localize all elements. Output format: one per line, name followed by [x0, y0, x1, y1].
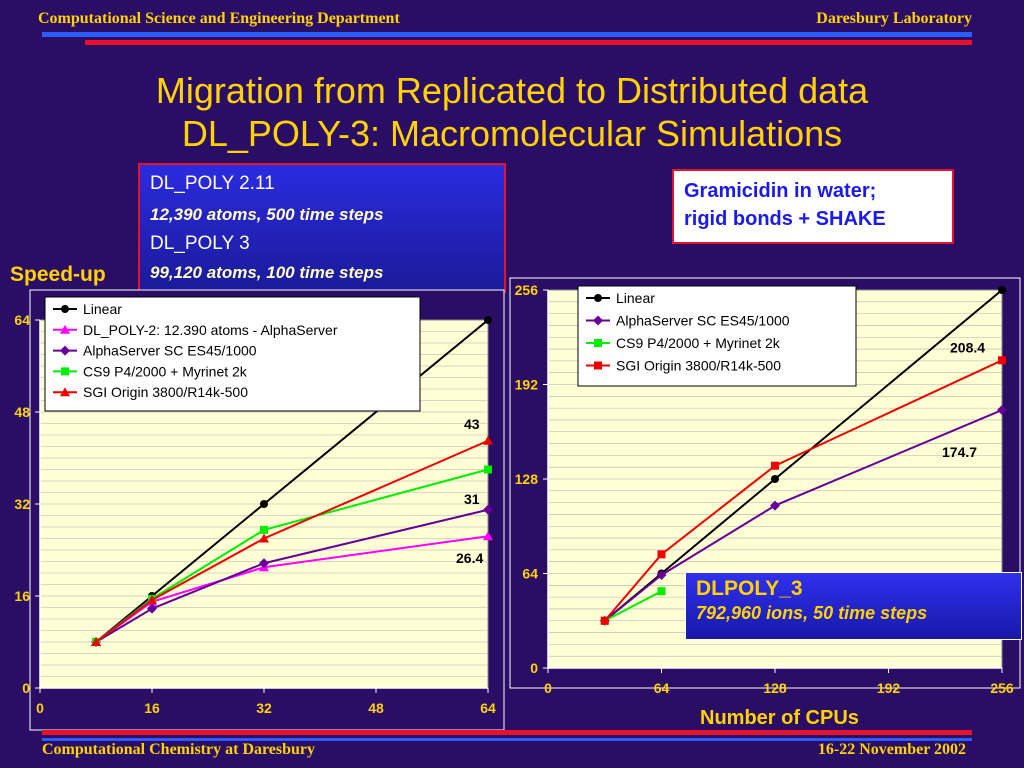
data-label: 208.4: [950, 339, 985, 355]
data-point: [260, 525, 268, 534]
data-point: [484, 316, 492, 324]
legend-marker: [594, 339, 602, 347]
data-point: [260, 500, 268, 508]
legend-label: AlphaServer SC ES45/1000: [616, 313, 790, 329]
data-label: 43: [464, 416, 480, 432]
info-line3: DL_POLY 3: [150, 233, 250, 254]
legend-marker: [61, 305, 69, 313]
legend-marker: [60, 387, 70, 397]
footer-right: 16-22 November 2002: [817, 741, 966, 758]
title-line1: Migration from Replicated to Distributed…: [155, 70, 869, 111]
header-red-bar: [85, 40, 972, 45]
y-tick-label: 48: [14, 404, 30, 420]
x-tick-label: 128: [763, 680, 787, 696]
series-line-4: [603, 359, 1003, 622]
dlpoly3-line2: 792,960 ions, 50 time steps: [696, 603, 928, 623]
x-axis-label-right: Number of CPUs: [700, 707, 859, 729]
data-point: [259, 533, 269, 543]
y-tick-label: 192: [515, 377, 539, 393]
legend-label: Linear: [616, 290, 655, 306]
x-tick-label: 0: [36, 700, 44, 716]
legend-marker: [60, 345, 70, 356]
legend-marker: [60, 324, 70, 334]
legend-marker: [594, 361, 602, 370]
data-point: [997, 405, 1007, 416]
info-line1: DL_POLY 2.11: [150, 173, 275, 194]
legend: [44, 296, 421, 412]
y-tick-label: 64: [522, 566, 538, 582]
footer-left: Computational Chemistry at Daresbury: [42, 741, 316, 758]
data-label: 174.7: [942, 444, 977, 460]
data-point: [483, 531, 493, 541]
data-point: [484, 465, 492, 474]
footer-red-bar: [42, 730, 972, 735]
dlpoly3-box: DLPOLY_3 792,960 ions, 50 time steps: [685, 572, 1022, 640]
data-label: 26.4: [456, 550, 483, 566]
x-tick-label: 192: [877, 680, 901, 696]
data-point: [147, 603, 157, 614]
legend-label: SGI Origin 3800/R14k-500: [83, 384, 248, 400]
x-tick-label: 64: [654, 680, 670, 696]
title-line2: DL_POLY-3: Macromolecular Simulations: [181, 113, 843, 154]
data-label: 31: [464, 491, 480, 507]
series-line-2: [604, 409, 1003, 622]
x-tick-label: 16: [144, 700, 160, 716]
y-tick-label: 32: [14, 496, 30, 512]
y-tick-label: 16: [14, 588, 30, 604]
data-point: [91, 637, 101, 646]
legend: [577, 285, 857, 387]
data-point: [771, 461, 779, 470]
chart-1: 0 16 32 48 64 0 16 32 48 64 43 31 26.4 Linear DL_POLY-…: [14, 289, 505, 731]
y-tick-label: 256: [515, 282, 539, 298]
series-line-1: [95, 319, 489, 643]
data-point: [770, 500, 780, 511]
x-tick-label: 0: [544, 680, 552, 696]
y-tick-label: 64: [14, 312, 30, 328]
legend-label: SGI Origin 3800/R14k-500: [616, 358, 781, 374]
legend-marker: [593, 315, 603, 326]
chart-2: 0 64 128 192 256 0 64 128 192 256 208.4 174.7 Linear…: [509, 277, 1021, 696]
footer-blue-bar: [42, 738, 972, 741]
speedup-label: Speed-up: [10, 263, 106, 286]
data-point: [657, 550, 666, 559]
info-line4: 99,120 atoms, 100 time steps: [150, 263, 384, 282]
data-point: [771, 475, 779, 483]
legend-label: AlphaServer SC ES45/1000: [83, 343, 257, 359]
y-tick-label: 128: [515, 471, 539, 487]
data-point: [600, 616, 609, 625]
data-point: [483, 435, 493, 445]
legend-label: Linear: [83, 301, 122, 317]
header-blue-bar: [42, 32, 972, 37]
gramicidin-line1: Gramicidin in water;: [684, 180, 877, 202]
gramicidin-box: Gramicidin in water; rigid bonds + SHAKE: [672, 169, 954, 244]
series-line-3: [604, 590, 662, 622]
data-point: [656, 569, 667, 580]
header-right: Daresbury Laboratory: [816, 10, 972, 27]
legend-marker: [61, 367, 69, 376]
legend-marker: [594, 294, 602, 302]
dlpoly3-line1: DLPOLY_3: [696, 577, 803, 600]
data-point: [998, 286, 1006, 294]
header-left: Computational Science and Engineering De…: [38, 10, 400, 27]
legend-label: CS9 P4/2000 + Myrinet 2k: [83, 363, 248, 379]
series-line-3: [95, 508, 489, 643]
x-tick-label: 48: [368, 700, 384, 716]
y-tick-label: 0: [22, 680, 30, 696]
x-tick-label: 64: [480, 700, 496, 716]
data-point: [147, 595, 157, 605]
data-point: [998, 356, 1006, 365]
legend-label: CS9 P4/2000 + Myrinet 2k: [616, 335, 781, 351]
data-point: [657, 587, 666, 596]
info-line2: 12,390 atoms, 500 time steps: [150, 205, 384, 224]
gramicidin-line2: rigid bonds + SHAKE: [684, 208, 886, 230]
legend-label: DL_POLY-2: 12.390 atoms - AlphaServer: [83, 322, 338, 338]
x-tick-label: 32: [256, 700, 272, 716]
y-tick-label: 0: [530, 660, 538, 676]
x-tick-label: 256: [990, 680, 1014, 696]
data-point: [259, 558, 269, 569]
data-point: [483, 504, 493, 515]
series-line-5: [95, 439, 489, 643]
